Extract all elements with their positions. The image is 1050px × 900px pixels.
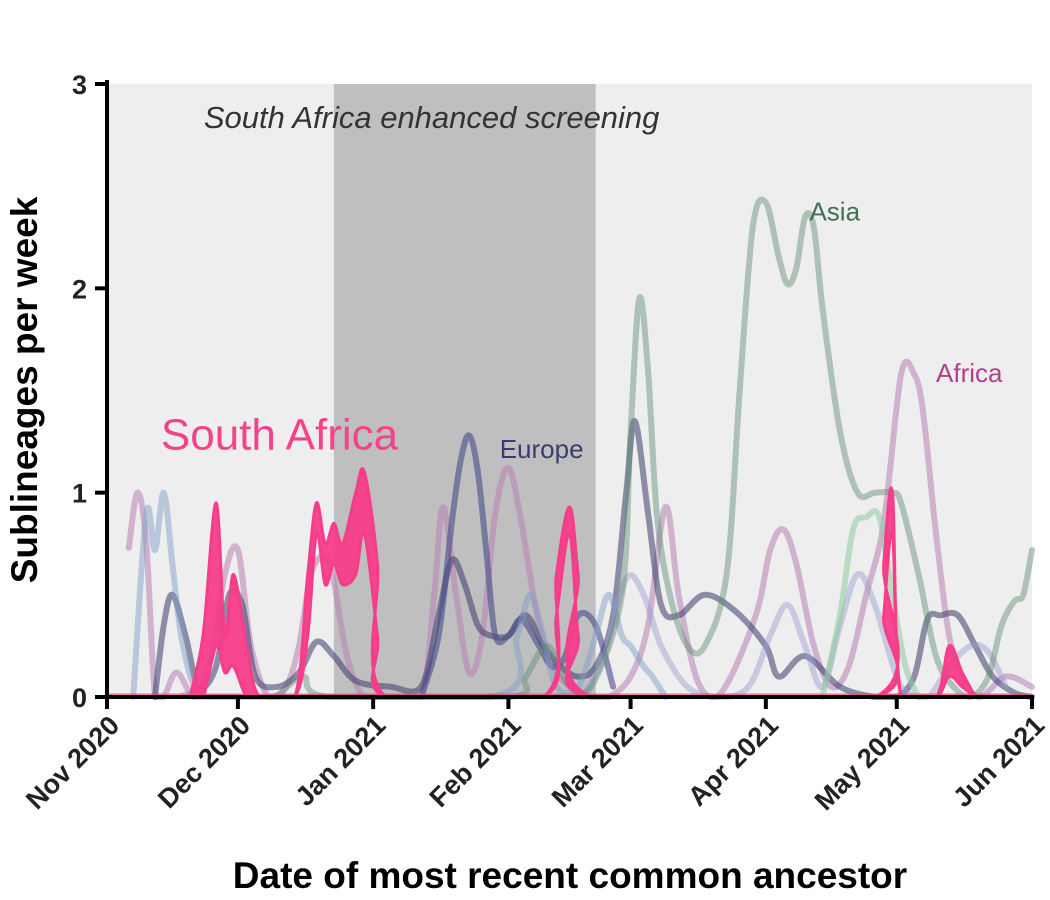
x-tick-label-1: Dec 2020 bbox=[152, 710, 256, 814]
y-tick-label-0: 0 bbox=[72, 683, 87, 713]
annotation-europe: Europe bbox=[500, 434, 584, 464]
x-tick-label-2: Jan 2021 bbox=[290, 710, 392, 812]
y-tick-label-1: 1 bbox=[72, 479, 87, 509]
x-tick-label-0: Nov 2020 bbox=[20, 710, 125, 815]
series-4-line bbox=[130, 489, 669, 701]
x-tick-label-5: Apr 2021 bbox=[682, 710, 784, 812]
enhanced-screening-label: South Africa enhanced screening bbox=[204, 100, 660, 135]
x-tick-label-3: Feb 2021 bbox=[424, 710, 527, 813]
x-tick-label-6: May 2021 bbox=[809, 710, 915, 816]
y-tick-label-3: 3 bbox=[72, 70, 87, 100]
series-layer bbox=[107, 196, 1035, 701]
y-axis-title: Sublineages per week bbox=[4, 196, 45, 583]
x-tick-label-7: Jun 2021 bbox=[947, 710, 1050, 813]
annotations: South Africa enhanced screening South Afr… bbox=[161, 100, 1003, 464]
x-axis-title: Date of most recent common ancestor bbox=[233, 855, 907, 896]
y-tick-label-2: 2 bbox=[72, 274, 87, 304]
annotation-africa: Africa bbox=[936, 358, 1003, 388]
annotation-asia: Asia bbox=[809, 197, 860, 227]
x-tick-label-4: Mar 2021 bbox=[546, 710, 649, 813]
series-7-line bbox=[819, 507, 922, 700]
series-0-band bbox=[188, 467, 977, 699]
annotation-south-africa: South Africa bbox=[161, 410, 399, 459]
